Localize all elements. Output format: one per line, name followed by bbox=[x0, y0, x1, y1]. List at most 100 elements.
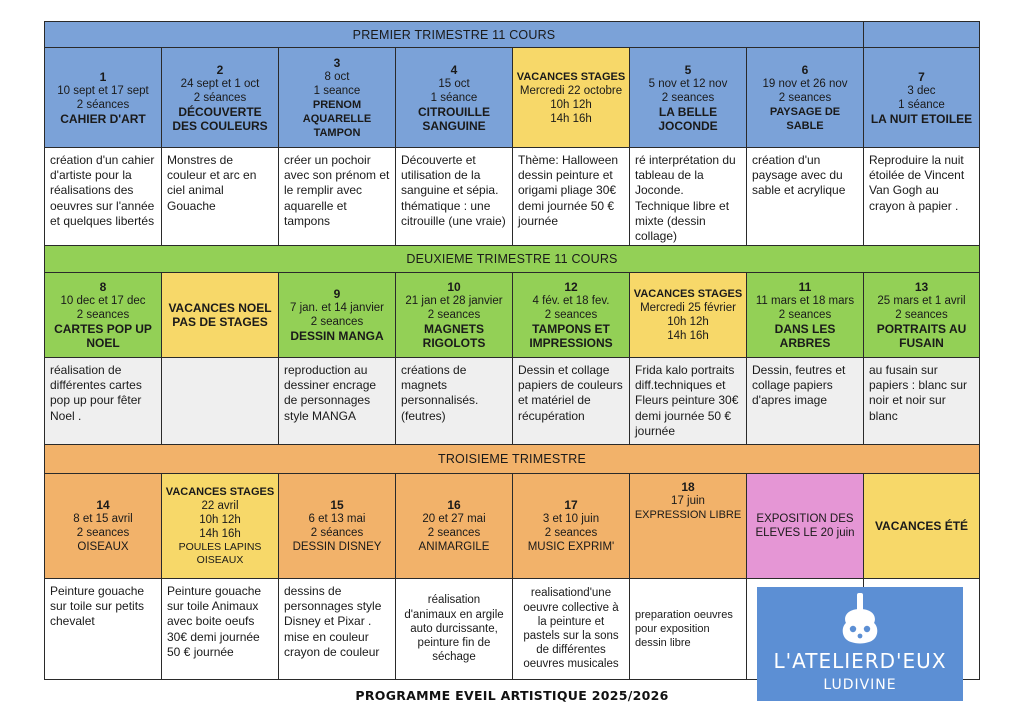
course-dates: 19 nov et 26 nov bbox=[762, 77, 848, 90]
course-title: CARTES POP UP NOEL bbox=[54, 322, 152, 350]
course-description-13: au fusain sur papiers : blanc sur noir e… bbox=[863, 357, 980, 445]
course-dates: 25 mars et 1 avril bbox=[877, 295, 966, 307]
course-number: 1 bbox=[99, 69, 107, 84]
stage-date: 22 avril bbox=[201, 500, 239, 512]
course-number: 10 bbox=[447, 280, 461, 294]
band-trimestre-1: PREMIER TRIMESTRE 11 COURS bbox=[44, 21, 864, 48]
course-description-6: création d'un paysage avec du sable et a… bbox=[746, 147, 864, 246]
stage-description-avril: Peinture gouache sur toile Animaux avec … bbox=[161, 578, 279, 680]
course-number: 18 bbox=[681, 480, 695, 494]
stage-hours-afternoon: 14h 16h bbox=[199, 528, 241, 540]
course-dates: 15 oct bbox=[438, 77, 470, 90]
course-title: EXPRESSION LIBRE bbox=[634, 509, 742, 521]
course-header-13: 13 25 mars et 1 avril 2 seances PORTRAIT… bbox=[863, 272, 980, 358]
course-header-2: 2 24 sept et 1 oct 2 séances DÉCOUVERTE … bbox=[161, 47, 279, 148]
course-number: 12 bbox=[564, 280, 578, 294]
course-header-9: 9 7 jan. et 14 janvier 2 seances DESSIN … bbox=[278, 272, 396, 358]
course-dates: 3 et 10 juin bbox=[542, 513, 600, 525]
course-number: 15 bbox=[330, 498, 344, 512]
course-dates: 5 nov et 12 nov bbox=[648, 77, 728, 90]
course-dates: 10 sept et 17 sept bbox=[57, 84, 149, 97]
course-number: 2 bbox=[216, 62, 224, 77]
course-title: TAMPONS ET IMPRESSIONS bbox=[529, 322, 613, 350]
course-description-11: Dessin, feutres et collage papiers d'apr… bbox=[746, 357, 864, 445]
course-header-10: 10 21 jan et 28 janvier 2 seances MAGNET… bbox=[395, 272, 513, 358]
course-title: MAGNETS RIGOLOTS bbox=[422, 322, 486, 350]
course-sessions: 2 seances bbox=[544, 309, 598, 321]
stage-title: VACANCES STAGES bbox=[516, 70, 626, 83]
course-header-18: 18 17 juin EXPRESSION LIBRE bbox=[629, 473, 747, 579]
course-description-8: réalisation de différentes cartes pop up… bbox=[44, 357, 162, 445]
stage-header-fevrier: VACANCES STAGES Mercredi 25 février 10h … bbox=[629, 272, 747, 358]
band-trimestre-1-end bbox=[863, 21, 980, 48]
course-sessions: 2 seances bbox=[544, 527, 598, 539]
course-number: 17 bbox=[564, 498, 578, 512]
stage-hours-afternoon: 14h 16h bbox=[550, 112, 592, 125]
course-title: DESSIN MANGA bbox=[290, 329, 384, 343]
course-description-5: ré interprétation du tableau de la Jocon… bbox=[629, 147, 747, 246]
course-number: 13 bbox=[914, 280, 929, 294]
course-description-3: créer un pochoir avec son prénom et le r… bbox=[278, 147, 396, 246]
course-number: 7 bbox=[918, 69, 925, 84]
course-description-2: Monstres de couleur et arc en ciel anima… bbox=[161, 147, 279, 246]
course-dates: 6 et 13 mai bbox=[308, 513, 366, 525]
course-sessions: 1 seance bbox=[313, 84, 361, 97]
exposition-title: EXPOSITION DES ELEVES LE 20 juin bbox=[755, 513, 855, 539]
course-sessions: 1 séance bbox=[898, 98, 945, 111]
vacances-title: VACANCES ÉTÉ bbox=[874, 519, 969, 533]
stage-header-avril: VACANCES STAGES 22 avril 10h 12h 14h 16h… bbox=[161, 473, 279, 579]
course-dates: 21 jan et 28 janvier bbox=[405, 295, 503, 307]
course-sessions: 1 séance bbox=[430, 91, 478, 104]
course-title: ANIMARGILE bbox=[418, 541, 490, 553]
exposition-header: EXPOSITION DES ELEVES LE 20 juin bbox=[746, 473, 864, 579]
course-header-14: 14 8 et 15 avril 2 seances OISEAUX bbox=[44, 473, 162, 579]
course-dates: 7 jan. et 14 janvier bbox=[290, 302, 384, 314]
course-sessions: 2 seances bbox=[427, 527, 481, 539]
course-header-12: 12 4 fév. et 18 fev. 2 seances TAMPONS E… bbox=[512, 272, 630, 358]
stage-description-octobre: Thème: Halloween dessin peinture et orig… bbox=[512, 147, 630, 246]
course-header-15: 15 6 et 13 mai 2 séances DESSIN DISNEY bbox=[278, 473, 396, 579]
course-title: PRENOM AQUARELLE TAMPON bbox=[302, 98, 372, 139]
band-trimestre-3: TROISIEME TRIMESTRE bbox=[44, 444, 980, 474]
course-description-18: preparation oeuvres pour exposition dess… bbox=[629, 578, 747, 680]
course-title: PAYSAGE DE SABLE bbox=[769, 105, 841, 132]
course-header-7: 7 3 dec 1 séance LA NUIT ETOILEE bbox=[863, 47, 980, 148]
course-sessions: 2 séances bbox=[310, 527, 364, 539]
stage-description-fevrier: Frida kalo portraits diff.techniques et … bbox=[629, 357, 747, 445]
course-number: 8 bbox=[99, 280, 107, 294]
course-number: 5 bbox=[684, 62, 692, 77]
atelier-logo: L'ATELIERD'EUX LUDIVINE bbox=[757, 587, 963, 701]
course-number: 14 bbox=[96, 498, 110, 512]
course-title: LA BELLE JOCONDE bbox=[658, 104, 718, 133]
logo-brand: L'ATELIERD'EUX bbox=[773, 649, 947, 673]
document-footer-title: PROGRAMME EVEIL ARTISTIQUE 2025/2026 bbox=[355, 688, 669, 703]
course-description-1: création d'un cahier d'artiste pour la r… bbox=[44, 147, 162, 246]
guitar-palette-icon bbox=[842, 593, 878, 644]
stage-hours-morning: 10h 12h bbox=[667, 316, 709, 328]
course-dates: 17 juin bbox=[671, 495, 705, 507]
band-trimestre-2: DEUXIEME TRIMESTRE 11 COURS bbox=[44, 245, 980, 273]
course-title: DANS LES ARBRES bbox=[774, 322, 836, 350]
vacances-ete-header: VACANCES ÉTÉ bbox=[863, 473, 980, 579]
course-title: DÉCOUVERTE DES COULEURS bbox=[172, 104, 268, 133]
band-label: TROISIEME TRIMESTRE bbox=[437, 452, 587, 466]
band-label: DEUXIEME TRIMESTRE 11 COURS bbox=[406, 252, 618, 266]
stage-hours-morning: 10h 12h bbox=[550, 98, 592, 111]
course-sessions: 2 séances bbox=[76, 98, 130, 111]
vacances-title: VACANCES NOEL PAS DE STAGES bbox=[168, 301, 272, 329]
course-number: 4 bbox=[450, 62, 458, 77]
stage-hours-afternoon: 14h 16h bbox=[667, 330, 709, 342]
course-sessions: 2 seances bbox=[778, 309, 832, 321]
course-description-4: Découverte et utilisation de la sanguine… bbox=[395, 147, 513, 246]
course-dates: 8 et 15 avril bbox=[73, 513, 133, 525]
course-dates: 24 sept et 1 oct bbox=[180, 77, 260, 90]
stage-title: VACANCES STAGES bbox=[633, 288, 743, 300]
stage-date: Mercredi 22 octobre bbox=[519, 84, 623, 97]
course-dates: 20 et 27 mai bbox=[422, 513, 486, 525]
stage-theme: POULES LAPINS OISEAUX bbox=[178, 541, 262, 566]
course-header-5: 5 5 nov et 12 nov 2 seances LA BELLE JOC… bbox=[629, 47, 747, 148]
course-header-17: 17 3 et 10 juin 2 seances MUSIC EXPRIM' bbox=[512, 473, 630, 579]
course-description-12: Dessin et collage papiers de couleurs et… bbox=[512, 357, 630, 445]
course-header-4: 4 15 oct 1 séance CITROUILLE SANGUINE bbox=[395, 47, 513, 148]
course-title: CITROUILLE SANGUINE bbox=[418, 104, 490, 133]
